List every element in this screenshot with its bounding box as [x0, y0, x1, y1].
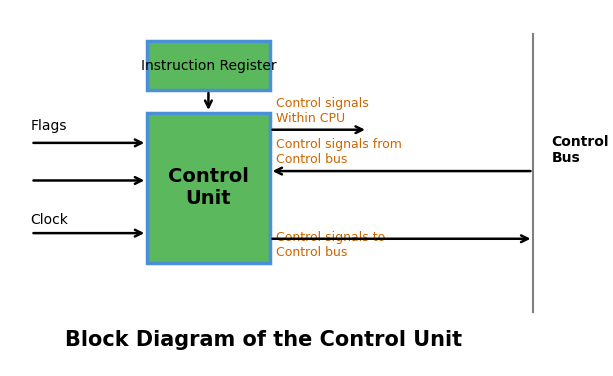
Text: Clock: Clock	[31, 214, 69, 227]
Text: Flags: Flags	[31, 120, 67, 133]
Bar	[147, 41, 270, 90]
Bar	[147, 113, 270, 263]
Text: Control
Bus: Control Bus	[552, 135, 609, 165]
Text: Instruction Register: Instruction Register	[140, 59, 276, 73]
Text: Control signals
Within CPU: Control signals Within CPU	[276, 97, 368, 125]
Text: Control signals to
Control bus: Control signals to Control bus	[276, 231, 385, 259]
Text: Control signals from
Control bus: Control signals from Control bus	[276, 138, 402, 166]
Text: Block Diagram of the Control Unit: Block Diagram of the Control Unit	[65, 330, 462, 350]
Text: Control
Unit: Control Unit	[168, 167, 249, 209]
